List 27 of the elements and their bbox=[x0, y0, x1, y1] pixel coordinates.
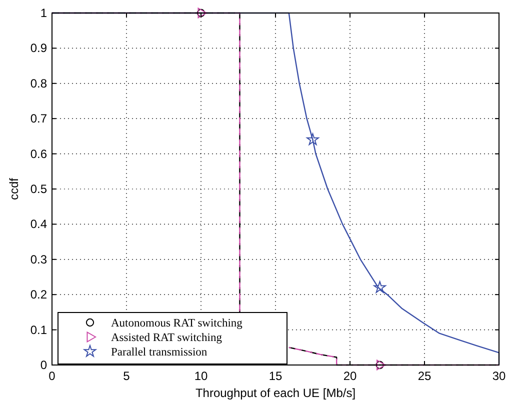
x-tick-label: 25 bbox=[418, 369, 432, 383]
x-tick-label: 10 bbox=[194, 369, 208, 383]
point bbox=[196, 8, 206, 18]
legend-label: Autonomous RAT switching bbox=[111, 318, 243, 330]
point bbox=[306, 133, 319, 146]
y-tick-label: 0.1 bbox=[30, 322, 48, 337]
x-tick-label: 30 bbox=[492, 369, 506, 383]
point bbox=[376, 360, 384, 370]
y-axis-title: ccdf bbox=[7, 177, 21, 200]
y-tick-label: 0.4 bbox=[30, 217, 48, 232]
y-tick-label: 0.9 bbox=[30, 41, 48, 56]
x-tick-label: 5 bbox=[123, 369, 130, 383]
legend-label: Parallel transmission bbox=[111, 346, 208, 358]
y-tick-label: 0.5 bbox=[30, 182, 48, 196]
point bbox=[374, 281, 386, 293]
y-tick-label: 0.3 bbox=[30, 252, 48, 266]
x-tick-label: 15 bbox=[268, 369, 282, 383]
x-tick-label: 20 bbox=[343, 369, 357, 383]
y-tick-label: 0.6 bbox=[30, 146, 48, 161]
y-tick-label: 0.8 bbox=[30, 76, 48, 90]
y-tick-label: 0 bbox=[40, 358, 48, 372]
x-tick-label: 0 bbox=[48, 369, 56, 383]
y-tick-label: 1 bbox=[40, 6, 48, 20]
y-tick-label: 0.2 bbox=[30, 288, 48, 302]
y-tick-label: 0.7 bbox=[30, 112, 48, 126]
legend-label: Assisted RAT switching bbox=[111, 332, 222, 344]
x-axis-title: Throughput of each UE [Mb/s] bbox=[195, 386, 356, 400]
